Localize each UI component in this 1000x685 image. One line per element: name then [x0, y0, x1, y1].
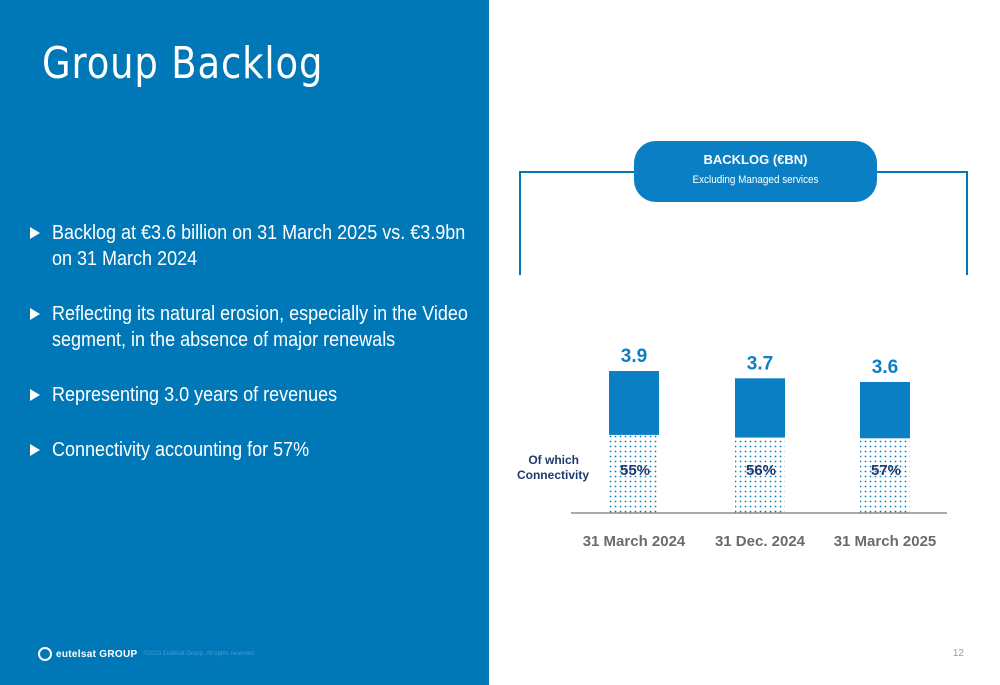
- page-title: Group Backlog: [42, 38, 324, 89]
- bar-backlog: [860, 381, 910, 439]
- bar-connectivity-share: [860, 438, 910, 513]
- company-logo-text: eutelsat GROUP: [56, 648, 138, 660]
- connectivity-share-label: 55%: [620, 462, 650, 479]
- row-label-line-2: Connectivity: [517, 468, 589, 482]
- bullet-item: Representing 3.0 years of revenues: [30, 382, 470, 408]
- bar-connectivity-share: [735, 437, 785, 513]
- bullet-list: Backlog at €3.6 billion on 31 March 2025…: [30, 220, 470, 492]
- bar-value-label: 3.6: [872, 357, 898, 378]
- bar-connectivity-share: [609, 434, 659, 513]
- connectivity-share-label: 56%: [746, 462, 776, 479]
- chart-title: BACKLOG (€BN): [703, 152, 808, 167]
- bar-backlog: [735, 378, 785, 438]
- connectivity-share-label: 57%: [871, 462, 901, 479]
- bar-value-label: 3.7: [747, 353, 773, 374]
- bar-backlog: [609, 371, 659, 435]
- x-tick-label: 31 Dec. 2024: [715, 533, 806, 550]
- bar-value-label: 3.9: [621, 346, 647, 367]
- x-tick-label: 31 March 2025: [834, 533, 937, 550]
- page-number: 12: [952, 648, 964, 659]
- x-tick-label: 31 March 2024: [583, 533, 686, 550]
- copyright-text: ©2023 Eutelsat Group. All rights reserve…: [143, 651, 254, 657]
- left-panel: Group Backlog Backlog at €3.6 billion on…: [0, 0, 489, 685]
- chart-subtitle: Excluding Managed services: [692, 174, 819, 186]
- row-label-line-1: Of which: [528, 453, 579, 467]
- triangle-bullet-icon: [30, 444, 40, 456]
- triangle-bullet-icon: [30, 389, 40, 401]
- bullet-item: Reflecting its natural erosion, especial…: [30, 301, 470, 353]
- eutelsat-logo-icon: [38, 647, 52, 661]
- bullet-item: Connectivity accounting for 57%: [30, 437, 470, 463]
- footer: eutelsat GROUP ©2023 Eutelsat Group. All…: [38, 645, 254, 663]
- triangle-bullet-icon: [30, 308, 40, 320]
- callout-pill: BACKLOG (€BN) Excluding Managed services: [634, 141, 877, 202]
- triangle-bullet-icon: [30, 227, 40, 239]
- bullet-item: Backlog at €3.6 billion on 31 March 2025…: [30, 220, 470, 272]
- backlog-chart: Of which Connectivity 3.9 55% 31 March 202…: [517, 346, 947, 550]
